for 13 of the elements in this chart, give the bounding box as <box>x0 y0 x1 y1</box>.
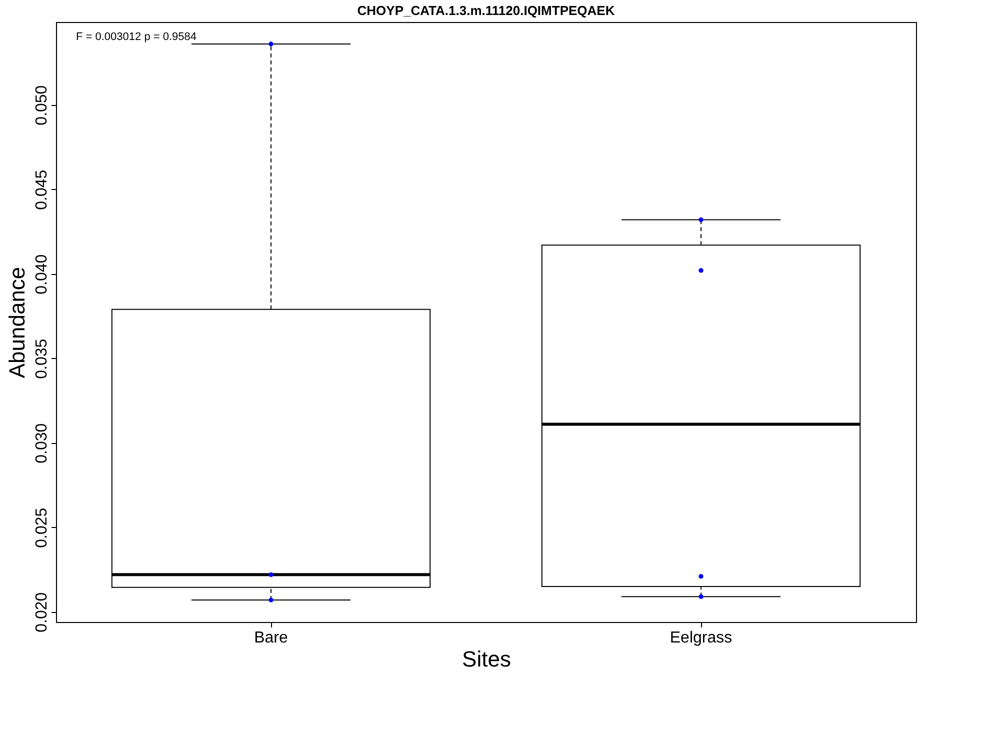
y-tick-label: 0.035 <box>34 338 50 379</box>
y-tick-label: 0.040 <box>34 254 50 294</box>
annotation: F = 0.003012 p = 0.9584 <box>76 31 196 43</box>
y-tick-label: 0.025 <box>34 508 50 548</box>
y-axis-title: Abundance <box>4 266 30 378</box>
y-tick-label: 0.050 <box>34 85 50 126</box>
chart-title: CHOYP_CATA.1.3.m.11120.IQIMTPEQAEK <box>357 3 616 18</box>
x-tick-label: Eelgrass <box>670 630 732 646</box>
y-tick-label: 0.020 <box>34 592 50 632</box>
x-axis-title: Sites <box>462 646 511 672</box>
y-tick-label: 0.045 <box>34 170 50 210</box>
x-tick-label: Bare <box>254 630 288 646</box>
y-tick-label: 0.030 <box>34 423 50 464</box>
